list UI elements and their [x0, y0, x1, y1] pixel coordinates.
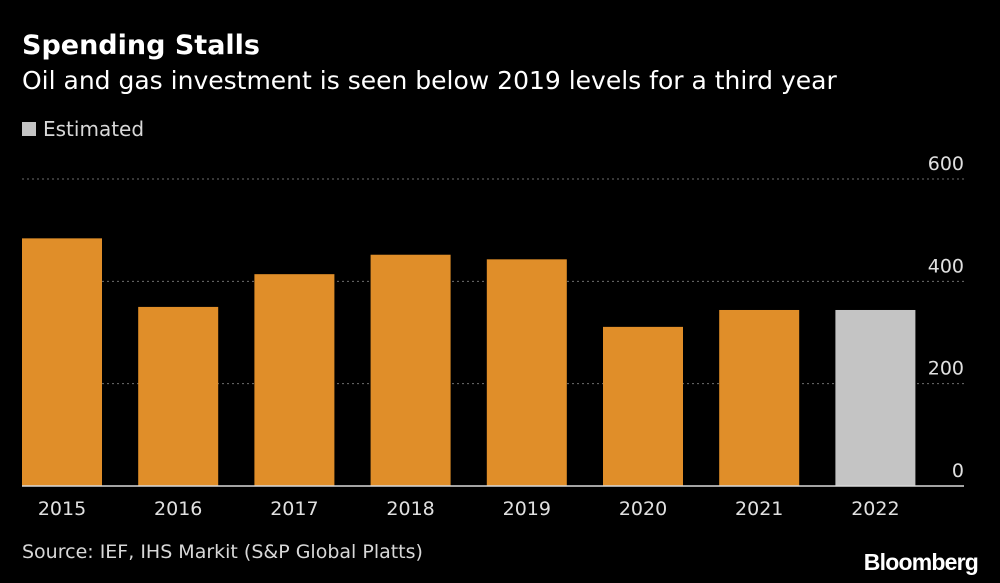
chart-title: Spending Stalls	[22, 30, 260, 61]
y-tick-label-0: 0	[952, 460, 964, 482]
bar-2015	[22, 238, 102, 486]
bar-2021	[719, 309, 800, 486]
y-tick-label-600: 600	[928, 153, 964, 175]
bar-2018	[370, 254, 451, 486]
bar-2022	[835, 309, 916, 486]
bar-2019	[486, 259, 567, 486]
bar-2017	[254, 274, 335, 486]
legend-swatch-estimated	[22, 122, 36, 136]
source-note: Source: IEF, IHS Markit (S&P Global Plat…	[22, 541, 423, 563]
x-tick-label-2016: 2016	[154, 498, 202, 520]
x-tick-label-2018: 2018	[386, 498, 434, 520]
x-tick-label-2019: 2019	[503, 498, 551, 520]
x-tick-label-2015: 2015	[38, 498, 86, 520]
legend: Estimated	[22, 117, 144, 141]
x-tick-label-2021: 2021	[735, 498, 783, 520]
y-tick-label-200: 200	[928, 358, 964, 380]
bloomberg-logo: Bloomberg	[863, 549, 979, 575]
x-tick-label-2020: 2020	[619, 498, 667, 520]
x-tick-label-2022: 2022	[851, 498, 899, 520]
bar-2016	[138, 306, 219, 486]
bar-2020	[603, 326, 683, 486]
legend-label-estimated: Estimated	[43, 117, 145, 141]
y-tick-label-400: 400	[928, 255, 964, 277]
x-tick-label-2017: 2017	[270, 498, 318, 520]
chart-subtitle: Oil and gas investment is seen below 201…	[22, 66, 837, 95]
